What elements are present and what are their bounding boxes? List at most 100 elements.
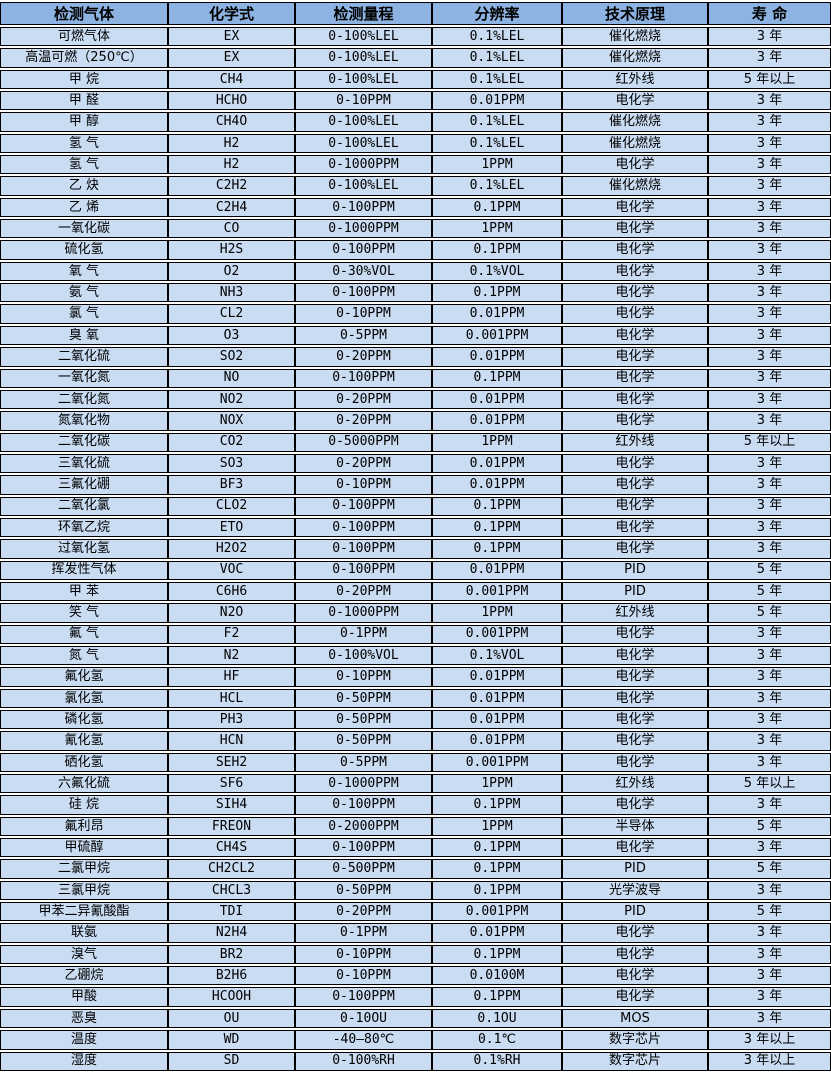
gas-name-cell: 二氧化氮 xyxy=(0,389,168,410)
range-cell: 0-20PPM xyxy=(295,411,432,431)
formula-cell: CH2CL2 xyxy=(168,859,295,879)
range-cell: 0-20PPM xyxy=(295,581,432,602)
range-cell: 0-100PPM xyxy=(295,560,432,580)
resolution-cell: 0.01PPM xyxy=(432,923,562,943)
lifespan-cell: 3 年 xyxy=(708,368,831,388)
table-row: 氨 气 NH3 0-100PPM 0.1PPM 电化学 3 年 xyxy=(0,283,831,303)
principle-cell: 红外线 xyxy=(562,69,708,90)
lifespan-cell: 3 年以上 xyxy=(708,1030,831,1050)
gas-name-cell: 二氧化碳 xyxy=(0,432,168,452)
formula-cell: F2 xyxy=(168,624,295,644)
gas-name-cell: 氮氧化物 xyxy=(0,411,168,431)
gas-name-cell: 三氯甲烷 xyxy=(0,880,168,901)
lifespan-cell: 3 年 xyxy=(708,475,831,495)
gas-name-cell: 挥发性气体 xyxy=(0,560,168,580)
principle-cell: 电化学 xyxy=(562,368,708,388)
table-row: 氟化氢 HF 0-10PPM 0.01PPM 电化学 3 年 xyxy=(0,667,831,687)
principle-cell: 催化燃烧 xyxy=(562,133,708,154)
principle-cell: 电化学 xyxy=(562,539,708,559)
range-cell: 0-100PPM xyxy=(295,517,432,538)
range-cell: 0-100PPM xyxy=(295,539,432,559)
gas-name-cell: 甲 醛 xyxy=(0,91,168,111)
lifespan-cell: 3 年 xyxy=(708,453,831,474)
table-row: 一氧化碳 CO 0-1000PPM 1PPM 电化学 3 年 xyxy=(0,219,831,239)
gas-name-cell: 二氧化氯 xyxy=(0,496,168,516)
range-cell: 0-5PPM xyxy=(295,325,432,346)
formula-cell: CO xyxy=(168,219,295,239)
gas-name-cell: 磷化氢 xyxy=(0,710,168,730)
range-cell: -40—80℃ xyxy=(295,1030,432,1050)
formula-cell: HCN xyxy=(168,731,295,751)
principle-cell: 催化燃烧 xyxy=(562,27,708,47)
lifespan-cell: 3 年 xyxy=(708,347,831,367)
principle-cell: 电化学 xyxy=(562,155,708,175)
gas-name-cell: 六氟化硫 xyxy=(0,774,168,794)
table-row: 氢 气 H2 0-100%LEL 0.1%LEL 催化燃烧 3 年 xyxy=(0,133,831,154)
resolution-cell: 0.1%LEL xyxy=(432,112,562,132)
range-cell: 0-100PPM xyxy=(295,795,432,815)
principle-cell: 催化燃烧 xyxy=(562,112,708,132)
resolution-cell: 0.01PPM xyxy=(432,667,562,687)
principle-cell: 电化学 xyxy=(562,795,708,815)
table-row: 三氯甲烷 CHCL3 0-50PPM 0.1PPM 光学波导 3 年 xyxy=(0,880,831,901)
lifespan-cell: 3 年 xyxy=(708,645,831,666)
principle-cell: 光学波导 xyxy=(562,880,708,901)
resolution-cell: 0.1PPM xyxy=(432,368,562,388)
table-row: 氟 气 F2 0-1PPM 0.001PPM 电化学 3 年 xyxy=(0,624,831,644)
resolution-cell: 1PPM xyxy=(432,219,562,239)
formula-cell: CO2 xyxy=(168,432,295,452)
resolution-cell: 0.1PPM xyxy=(432,197,562,218)
resolution-cell: 1PPM xyxy=(432,155,562,175)
formula-cell: PH3 xyxy=(168,710,295,730)
gas-name-cell: 甲 醇 xyxy=(0,112,168,132)
lifespan-cell: 5 年以上 xyxy=(708,69,831,90)
principle-cell: MOS xyxy=(562,1008,708,1029)
table-row: 氯化氢 HCL 0-50PPM 0.01PPM 电化学 3 年 xyxy=(0,688,831,708)
lifespan-cell: 5 年 xyxy=(708,859,831,879)
formula-cell: B2H6 xyxy=(168,966,295,986)
table-row: 甲 烷 CH4 0-100%LEL 0.1%LEL 红外线 5 年以上 xyxy=(0,69,831,90)
formula-cell: HF xyxy=(168,667,295,687)
formula-cell: SIH4 xyxy=(168,795,295,815)
resolution-cell: 1PPM xyxy=(432,774,562,794)
formula-cell: NO2 xyxy=(168,389,295,410)
principle-cell: 电化学 xyxy=(562,304,708,324)
lifespan-cell: 5 年 xyxy=(708,603,831,623)
gas-name-cell: 氢 气 xyxy=(0,133,168,154)
lifespan-cell: 5 年 xyxy=(708,581,831,602)
resolution-cell: 0.1%LEL xyxy=(432,133,562,154)
table-row: 恶臭 OU 0-10OU 0.1OU MOS 3 年 xyxy=(0,1008,831,1029)
lifespan-cell: 3 年 xyxy=(708,283,831,303)
resolution-cell: 0.001PPM xyxy=(432,902,562,922)
lifespan-cell: 5 年以上 xyxy=(708,432,831,452)
range-cell: 0-20PPM xyxy=(295,453,432,474)
table-row: 氮 气 N2 0-100%VOL 0.1%VOL 电化学 3 年 xyxy=(0,645,831,666)
principle-cell: 电化学 xyxy=(562,325,708,346)
range-cell: 0-10OU xyxy=(295,1008,432,1029)
range-cell: 0-100%LEL xyxy=(295,112,432,132)
table-row: 二氧化碳 CO2 0-5000PPM 1PPM 红外线 5 年以上 xyxy=(0,432,831,452)
range-cell: 0-100PPM xyxy=(295,496,432,516)
resolution-cell: 0.1%VOL xyxy=(432,261,562,282)
gas-name-cell: 溴气 xyxy=(0,944,168,965)
formula-cell: HCHO xyxy=(168,91,295,111)
range-cell: 0-100%LEL xyxy=(295,176,432,196)
lifespan-cell: 3 年以上 xyxy=(708,1051,831,1071)
range-cell: 0-10PPM xyxy=(295,667,432,687)
gas-name-cell: 甲酸 xyxy=(0,987,168,1007)
column-header-gas-name: 检测气体 xyxy=(0,2,168,25)
table-row: 温度 WD -40—80℃ 0.1℃ 数字芯片 3 年以上 xyxy=(0,1030,831,1050)
gas-name-cell: 二氯甲烷 xyxy=(0,859,168,879)
table-row: 溴气 BR2 0-10PPM 0.1PPM 电化学 3 年 xyxy=(0,944,831,965)
gas-name-cell: 氯化氢 xyxy=(0,688,168,708)
formula-cell: C6H6 xyxy=(168,581,295,602)
range-cell: 0-100PPM xyxy=(295,987,432,1007)
table-row: 乙 炔 C2H2 0-100%LEL 0.1%LEL 催化燃烧 3 年 xyxy=(0,176,831,196)
column-header-principle: 技术原理 xyxy=(562,2,708,25)
lifespan-cell: 3 年 xyxy=(708,261,831,282)
header-row: 检测气体 化学式 检测量程 分辨率 技术原理 寿 命 xyxy=(0,2,831,25)
table-row: 磷化氢 PH3 0-50PPM 0.01PPM 电化学 3 年 xyxy=(0,710,831,730)
principle-cell: 电化学 xyxy=(562,923,708,943)
range-cell: 0-100%LEL xyxy=(295,48,432,68)
principle-cell: 电化学 xyxy=(562,347,708,367)
